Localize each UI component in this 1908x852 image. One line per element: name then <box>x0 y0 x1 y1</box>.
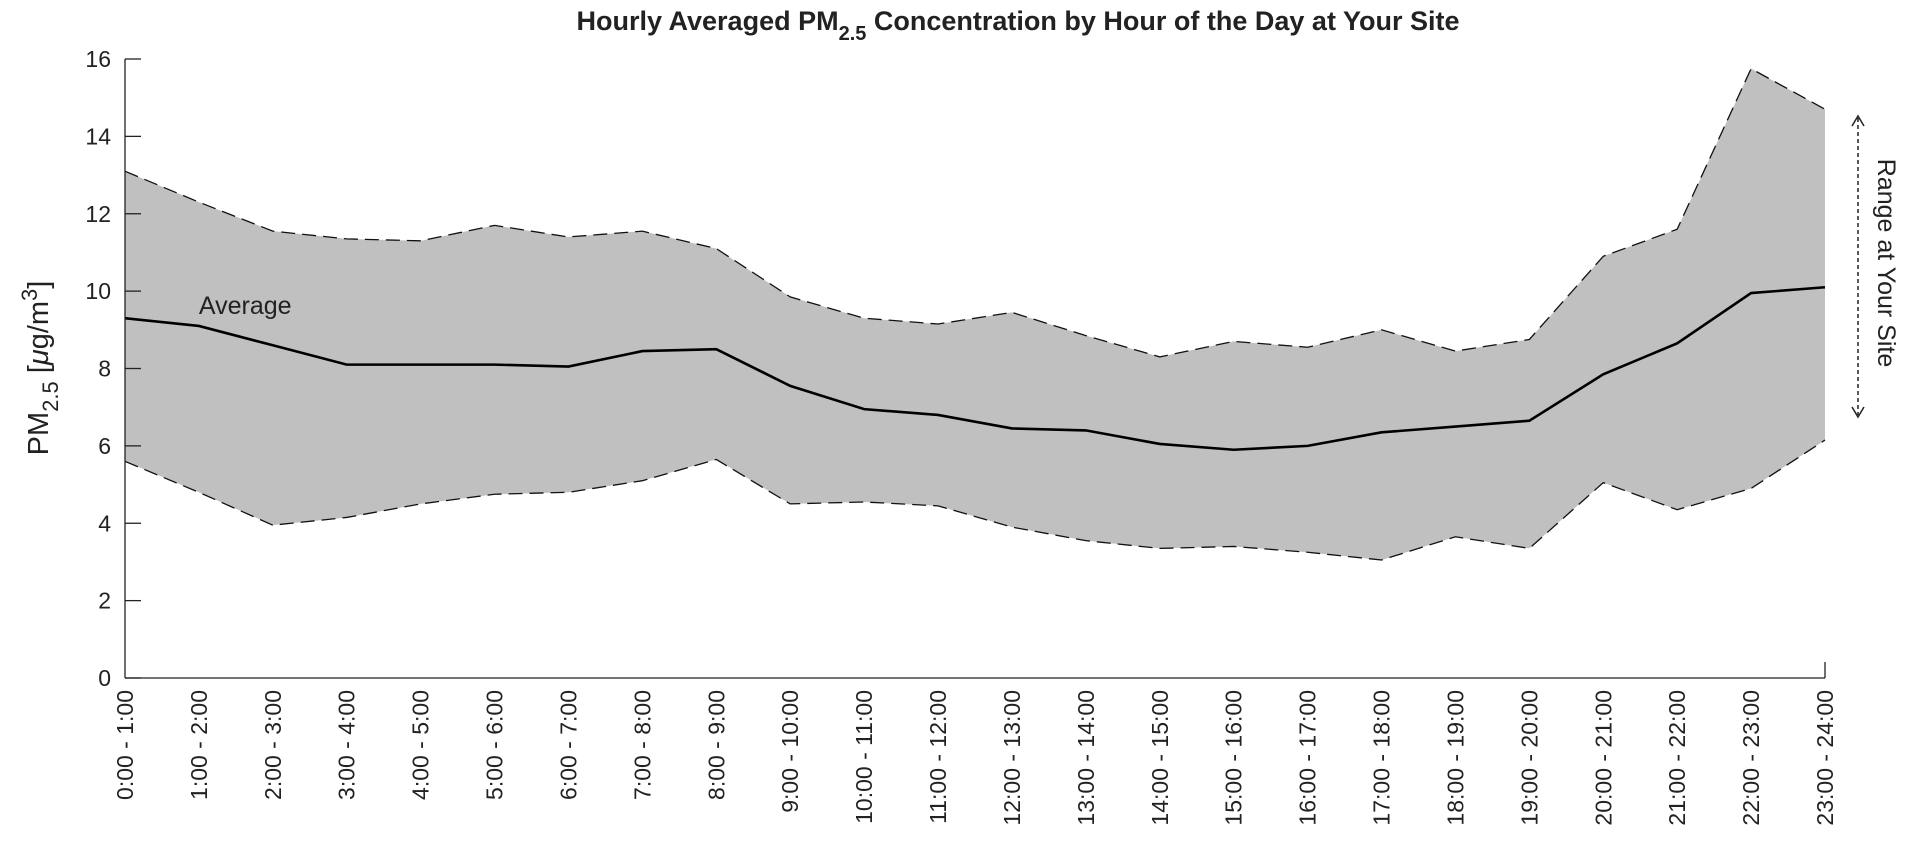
y-axis-label: PM2.5 [μg/m3] <box>17 281 63 456</box>
y-tick-label: 14 <box>85 123 111 149</box>
x-tick-label: 20:00 - 21:00 <box>1590 690 1616 826</box>
ylabel-unit: g/m <box>23 301 55 349</box>
x-tick-label: 1:00 - 2:00 <box>186 690 212 800</box>
x-tick-label: 21:00 - 22:00 <box>1664 690 1690 826</box>
average-line <box>124 285 1826 452</box>
title-rest: Concentration by Hour of the Day at Your… <box>866 6 1459 36</box>
ylabel-sub: 2.5 <box>38 381 63 412</box>
ylabel-open: [ <box>23 365 55 381</box>
x-tick-label: 6:00 - 7:00 <box>555 690 581 800</box>
y-tick-label: 10 <box>85 278 111 304</box>
y-tick-label: 16 <box>85 46 111 72</box>
ylabel-close: ] <box>23 281 55 289</box>
x-tick-label: 3:00 - 4:00 <box>334 690 360 800</box>
x-tick-label: 19:00 - 20:00 <box>1516 690 1542 826</box>
ylabel-sup: 3 <box>17 289 42 301</box>
y-tick-label: 2 <box>98 588 111 614</box>
x-tick-label: 16:00 - 17:00 <box>1295 690 1321 826</box>
y-tick-label: 8 <box>98 356 111 382</box>
ylabel-mu: μ <box>23 349 55 366</box>
x-tick-label: 2:00 - 3:00 <box>260 690 286 800</box>
range-upper <box>124 67 1826 358</box>
title-sub: 2.5 <box>839 23 867 45</box>
y-tick-label: 4 <box>98 510 111 536</box>
range-label: Range at Your Site <box>1872 159 1900 368</box>
range-lower <box>124 439 1826 561</box>
range-arrow <box>1851 114 1865 419</box>
x-tick-label: 5:00 - 6:00 <box>482 690 508 800</box>
x-tick-label: 4:00 - 5:00 <box>408 690 434 800</box>
ylabel-text: PM <box>23 412 55 456</box>
x-tick-label: 9:00 - 10:00 <box>777 690 803 813</box>
x-tick-label: 22:00 - 23:00 <box>1738 690 1764 826</box>
x-tick-label: 7:00 - 8:00 <box>629 690 655 800</box>
x-tick-label: 10:00 - 11:00 <box>851 690 877 824</box>
range-band <box>125 68 1825 561</box>
x-tick-label: 0:00 - 1:00 <box>112 690 138 800</box>
x-tick-label: 12:00 - 13:00 <box>999 690 1025 826</box>
x-tick-label: 11:00 - 12:00 <box>925 690 951 824</box>
x-tick-label: 15:00 - 16:00 <box>1221 690 1247 826</box>
x-tick-label: 8:00 - 9:00 <box>703 690 729 800</box>
x-tick-label: 23:00 - 24:00 <box>1812 690 1838 826</box>
x-tick-label: 14:00 - 15:00 <box>1147 690 1173 826</box>
x-tick-label: 18:00 - 19:00 <box>1442 690 1468 826</box>
y-tick-label: 6 <box>98 433 111 459</box>
y-tick-label: 0 <box>98 665 111 691</box>
title-text: Hourly Averaged PM <box>577 6 839 36</box>
chart-title: Hourly Averaged PM2.5 Concentration by H… <box>577 6 1460 45</box>
x-tick-label: 17:00 - 18:00 <box>1369 690 1395 826</box>
y-tick-label: 12 <box>85 201 111 227</box>
series-label: Average <box>199 292 292 320</box>
x-tick-label: 13:00 - 14:00 <box>1073 690 1099 826</box>
